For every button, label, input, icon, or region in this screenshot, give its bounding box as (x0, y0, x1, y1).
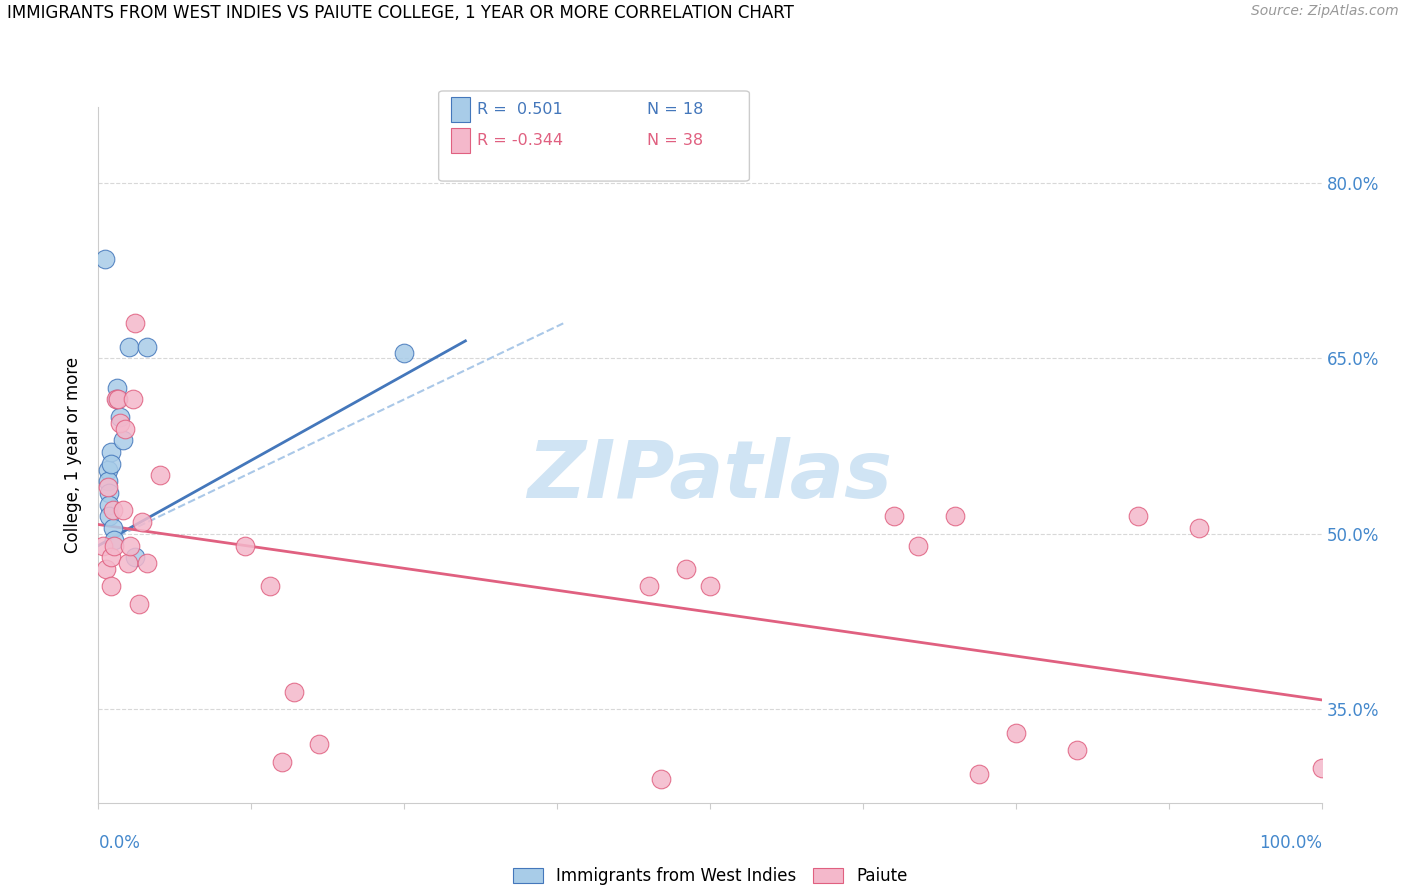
Point (392, 345, 416, 359)
Text: 0.0%: 0.0% (98, 834, 141, 852)
Point (97, 474, 120, 488)
Point (110, 416, 132, 430)
Text: R = -0.344: R = -0.344 (477, 134, 562, 148)
Point (100, 445, 122, 459)
Point (101, 521, 124, 535)
Legend: Immigrants from West Indies, Paiute: Immigrants from West Indies, Paiute (513, 867, 907, 885)
Point (136, 556, 159, 570)
Point (233, 539, 256, 553)
Point (103, 539, 125, 553)
Point (97, 480, 120, 494)
Point (103, 533, 125, 547)
Point (98, 486, 121, 500)
Point (117, 556, 139, 570)
Point (118, 340, 141, 354)
Point (111, 503, 134, 517)
Point (100, 579, 122, 593)
Point (105, 392, 128, 407)
Point (110, 409, 132, 424)
Point (308, 737, 330, 751)
Point (699, 579, 721, 593)
Point (101, 503, 124, 517)
Point (675, 562, 697, 576)
Point (91, 539, 114, 553)
Text: IMMIGRANTS FROM WEST INDIES VS PAIUTE COLLEGE, 1 YEAR OR MORE CORRELATION CHART: IMMIGRANTS FROM WEST INDIES VS PAIUTE CO… (7, 4, 794, 22)
Point (1188, 521, 1211, 535)
Point (100, 457, 122, 471)
Point (111, 434, 134, 448)
Point (943, 509, 966, 524)
Point (883, 509, 905, 524)
Text: Source: ZipAtlas.com: Source: ZipAtlas.com (1251, 4, 1399, 19)
Point (97, 462, 120, 476)
Point (114, 422, 136, 436)
Text: 100.0%: 100.0% (1258, 834, 1322, 852)
Point (967, 766, 990, 780)
Point (650, 772, 672, 787)
Point (1066, 743, 1088, 757)
Point (121, 392, 143, 407)
Y-axis label: College, 1 year or more: College, 1 year or more (65, 357, 83, 553)
Point (907, 539, 929, 553)
Point (120, 539, 142, 553)
Point (98, 498, 121, 512)
Point (1128, 509, 1150, 524)
Point (149, 468, 172, 483)
Point (124, 550, 146, 565)
Point (1004, 725, 1026, 739)
Point (124, 317, 146, 331)
Text: N = 38: N = 38 (647, 134, 703, 148)
Point (107, 392, 129, 407)
Point (105, 381, 128, 395)
Point (1310, 761, 1333, 775)
Text: R =  0.501: R = 0.501 (477, 103, 562, 117)
Text: N = 18: N = 18 (647, 103, 703, 117)
Point (131, 515, 153, 529)
Point (104, 392, 127, 407)
Point (100, 550, 122, 565)
Point (283, 684, 305, 698)
Point (259, 579, 281, 593)
Point (270, 755, 294, 769)
Text: ZIPatlas: ZIPatlas (527, 437, 893, 515)
Point (638, 579, 661, 593)
Point (93, 252, 115, 266)
Point (94, 562, 117, 576)
Point (136, 340, 159, 354)
Point (128, 597, 150, 611)
Point (98, 509, 121, 524)
